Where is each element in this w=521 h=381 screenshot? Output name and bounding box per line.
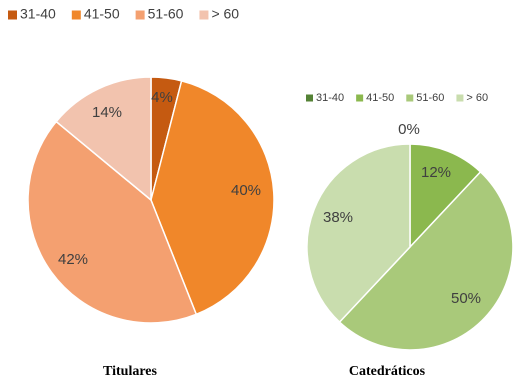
legend-swatch xyxy=(8,10,17,20)
legend-label: 51-60 xyxy=(148,6,184,22)
legend: 31-40 41-50 51-60 > 60 xyxy=(306,92,488,104)
data-label: 50% xyxy=(451,290,481,307)
data-label: 38% xyxy=(323,209,353,226)
data-label: 40% xyxy=(231,182,261,199)
pie-slice xyxy=(27,120,198,324)
legend-swatch xyxy=(406,94,414,102)
data-label: 14% xyxy=(92,104,122,121)
pie-slice xyxy=(306,143,411,324)
legend-label: 31-40 xyxy=(316,92,344,104)
legend-swatch xyxy=(135,10,145,20)
data-label: 4% xyxy=(151,89,173,106)
legend-label: > 60 xyxy=(466,92,488,104)
data-label: 0% xyxy=(398,121,420,138)
pie-chart-0: 4% 40% 42% 14% 31-40 41-50 51-60 > 60 Titulares xyxy=(8,6,275,379)
pie-slice xyxy=(409,143,482,249)
chart-title: Titulares xyxy=(103,364,157,379)
legend: 31-40 41-50 51-60 > 60 xyxy=(8,6,239,22)
legend-label: 31-40 xyxy=(20,6,56,22)
legend-label: 41-50 xyxy=(84,6,120,22)
legend-swatch xyxy=(71,10,81,20)
chart-title: Catedráticos xyxy=(349,364,426,379)
pie-slice xyxy=(338,170,514,351)
data-label: 12% xyxy=(421,164,451,181)
legend-label: 51-60 xyxy=(416,92,444,104)
legend-label: > 60 xyxy=(211,6,239,22)
legend-swatch xyxy=(306,94,313,102)
pie-slice xyxy=(55,76,152,202)
legend-label: 41-50 xyxy=(366,92,394,104)
legend-swatch xyxy=(456,94,464,102)
legend-swatch xyxy=(356,94,364,102)
pie-chart-1: 0% 12% 50% 38% 31-40 41-50 51-60 > 60 Catedrátic… xyxy=(306,92,514,379)
legend-swatch xyxy=(199,10,209,20)
pie-slice xyxy=(150,79,275,316)
data-label: 42% xyxy=(58,251,88,268)
